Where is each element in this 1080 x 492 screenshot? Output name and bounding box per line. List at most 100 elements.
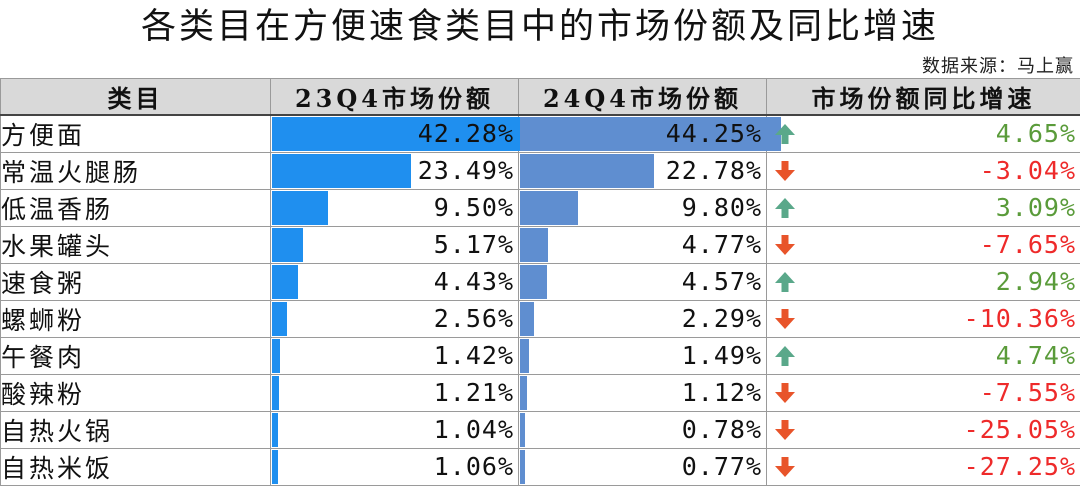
table-row: 方便面 42.28% 44.25% 4.65% (0, 114, 1080, 153)
yoy-value: -7.65% (979, 230, 1076, 259)
header-share-23q4: 23Q4市场份额 (270, 78, 519, 116)
yoy-value: 3.09% (995, 193, 1076, 222)
share-23q4-cell: 1.21% (270, 374, 519, 412)
share-24q4-value: 9.80% (681, 193, 762, 222)
share-23q4-cell: 5.17% (270, 226, 519, 264)
header-share-24q4: 24Q4市场份额 (518, 78, 767, 116)
yoy-cell: -7.65% (766, 226, 1080, 264)
arrow-down-icon (775, 457, 795, 477)
share-23q4-bar (272, 302, 287, 336)
share-23q4-cell: 1.04% (270, 411, 519, 449)
arrow-down-icon (775, 161, 795, 181)
table-row: 午餐肉 1.42% 1.49% 4.74% (0, 337, 1080, 375)
share-24q4-value: 2.29% (681, 304, 762, 333)
header-category: 类目 (0, 78, 271, 116)
category-cell: 午餐肉 (0, 337, 271, 375)
yoy-value: -10.36% (963, 304, 1076, 333)
share-23q4-cell: 4.43% (270, 263, 519, 301)
yoy-cell: -3.04% (766, 152, 1080, 190)
table-row: 水果罐头 5.17% 4.77% -7.65% (0, 226, 1080, 264)
share-24q4-value: 44.25% (665, 119, 762, 148)
arrow-down-icon (775, 420, 795, 440)
share-24q4-value: 0.77% (681, 452, 762, 481)
header-yoy: 市场份额同比增速 (766, 78, 1080, 116)
yoy-cell: -25.05% (766, 411, 1080, 449)
share-23q4-value: 1.06% (433, 452, 514, 481)
share-24q4-bar (520, 450, 525, 484)
share-24q4-bar (520, 339, 529, 373)
source-note: 数据来源：马上赢 (922, 56, 1074, 77)
arrow-up-icon (775, 346, 795, 366)
share-24q4-cell: 22.78% (518, 152, 767, 190)
share-23q4-cell: 42.28% (270, 114, 522, 153)
share-24q4-value: 4.57% (681, 267, 762, 296)
share-24q4-value: 22.78% (665, 156, 762, 185)
category-cell: 自热米饭 (0, 448, 271, 486)
yoy-cell: -7.55% (766, 374, 1080, 412)
category-cell: 低温香肠 (0, 189, 271, 227)
share-24q4-value: 0.78% (681, 415, 762, 444)
share-23q4-bar (272, 339, 280, 373)
table-row: 螺蛳粉 2.56% 2.29% -10.36% (0, 300, 1080, 338)
table-row: 低温香肠 9.50% 9.80% 3.09% (0, 189, 1080, 227)
share-23q4-cell: 23.49% (270, 152, 519, 190)
share-23q4-bar (272, 191, 328, 225)
share-23q4-value: 5.17% (433, 230, 514, 259)
share-23q4-bar (272, 376, 279, 410)
share-23q4-value: 1.42% (433, 341, 514, 370)
share-23q4-cell: 1.06% (270, 448, 519, 486)
yoy-cell: 2.94% (766, 263, 1080, 301)
share-23q4-value: 1.04% (433, 415, 514, 444)
yoy-value: -27.25% (963, 452, 1076, 481)
yoy-value: 2.94% (995, 267, 1076, 296)
yoy-value: -25.05% (963, 415, 1076, 444)
share-24q4-cell: 44.25% (518, 114, 781, 153)
share-23q4-value: 2.56% (433, 304, 514, 333)
yoy-cell: -10.36% (766, 300, 1080, 338)
share-23q4-bar (272, 228, 303, 262)
table-row: 酸辣粉 1.21% 1.12% -7.55% (0, 374, 1080, 412)
share-24q4-cell: 0.77% (518, 448, 767, 486)
share-24q4-cell: 2.29% (518, 300, 767, 338)
yoy-cell: 4.74% (766, 337, 1080, 375)
share-24q4-bar (520, 302, 534, 336)
share-24q4-cell: 1.49% (518, 337, 767, 375)
share-24q4-bar (520, 154, 654, 188)
arrow-down-icon (775, 309, 795, 329)
share-23q4-value: 23.49% (417, 156, 514, 185)
table-row: 速食粥 4.43% 4.57% 2.94% (0, 263, 1080, 301)
share-24q4-bar (520, 228, 548, 262)
share-24q4-bar (520, 117, 781, 151)
yoy-value: -7.55% (979, 378, 1076, 407)
yoy-value: 4.74% (995, 341, 1076, 370)
share-23q4-value: 1.21% (433, 378, 514, 407)
share-23q4-bar (272, 265, 298, 299)
arrow-down-icon (775, 383, 795, 403)
share-23q4-cell: 1.42% (270, 337, 519, 375)
category-cell: 方便面 (0, 114, 271, 153)
share-24q4-bar (520, 191, 578, 225)
category-cell: 水果罐头 (0, 226, 271, 264)
share-23q4-cell: 2.56% (270, 300, 519, 338)
share-24q4-bar (520, 376, 527, 410)
share-24q4-bar (520, 265, 547, 299)
share-24q4-cell: 4.57% (518, 263, 767, 301)
share-24q4-cell: 0.78% (518, 411, 767, 449)
share-24q4-cell: 1.12% (518, 374, 767, 412)
category-cell: 酸辣粉 (0, 374, 271, 412)
table-row: 自热火锅 1.04% 0.78% -25.05% (0, 411, 1080, 449)
share-23q4-value: 9.50% (433, 193, 514, 222)
share-23q4-bar (272, 413, 278, 447)
category-cell: 螺蛳粉 (0, 300, 271, 338)
share-23q4-bar (272, 450, 278, 484)
category-cell: 速食粥 (0, 263, 271, 301)
yoy-cell: -27.25% (766, 448, 1080, 486)
share-23q4-value: 42.28% (417, 119, 514, 148)
yoy-cell: 3.09% (766, 189, 1080, 227)
share-23q4-bar (272, 154, 411, 188)
arrow-up-icon (775, 272, 795, 292)
share-23q4-cell: 9.50% (270, 189, 519, 227)
table-row: 自热米饭 1.06% 0.77% -27.25% (0, 448, 1080, 486)
arrow-up-icon (775, 198, 795, 218)
